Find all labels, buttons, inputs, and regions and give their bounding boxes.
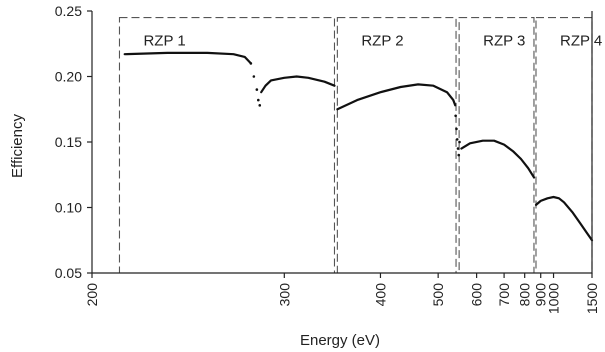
x-tick-label: 1000: [546, 283, 562, 314]
axis-frame: [91, 11, 593, 274]
y-tick-label: 0.15: [55, 134, 82, 150]
series-line: [260, 75, 336, 94]
y-tick-label: 0.05: [55, 265, 82, 281]
axes: 0.05 0.10 0.15 0.20 0.25 200 300 400 500 600 700 8…: [55, 3, 600, 314]
y-axis-title: Efficiency: [9, 114, 26, 178]
data-point: [456, 147, 460, 150]
x-tick-label: 900: [533, 283, 549, 307]
x-tick-label: 800: [517, 283, 533, 307]
data-point: [455, 138, 459, 141]
series-layer: [123, 51, 594, 242]
x-tick-label: 600: [469, 283, 485, 307]
region-box: [458, 16, 535, 274]
data-point: [455, 127, 458, 131]
data-point: [255, 88, 259, 91]
y-tick-label: 0.20: [55, 69, 82, 85]
region-label: RZP 2: [361, 33, 403, 50]
region-box: [118, 16, 336, 274]
y-axis-ticks: 0.05 0.10 0.15 0.20 0.25: [55, 3, 92, 281]
y-tick-label: 0.10: [55, 200, 82, 216]
region-boxes: RZP 1 RZP 2 RZP 3 RZP 4: [118, 16, 602, 274]
x-axis-title: Energy (eV): [300, 332, 380, 349]
data-point: [458, 140, 461, 144]
region-box: [336, 16, 457, 274]
series-line: [336, 83, 457, 111]
x-tick-label: 200: [84, 283, 100, 307]
data-point: [249, 62, 253, 65]
x-tick-label: 1500: [584, 283, 600, 314]
x-tick-label: 400: [372, 283, 388, 307]
x-tick-label: 300: [276, 283, 292, 307]
data-point: [258, 104, 262, 107]
region-label: RZP 4: [560, 33, 602, 50]
data-point: [457, 153, 461, 157]
region-label: RZP 1: [143, 33, 185, 50]
data-point: [454, 114, 457, 118]
series-line: [534, 195, 594, 242]
x-tick-label: 500: [430, 283, 446, 307]
region-box: [535, 16, 593, 274]
y-tick-label: 0.25: [55, 3, 82, 19]
data-point: [257, 98, 260, 102]
data-point: [252, 75, 256, 78]
x-tick-label: 700: [496, 283, 512, 307]
series-line: [460, 139, 536, 179]
series-line: [123, 51, 252, 65]
region-label: RZP 3: [483, 33, 525, 50]
